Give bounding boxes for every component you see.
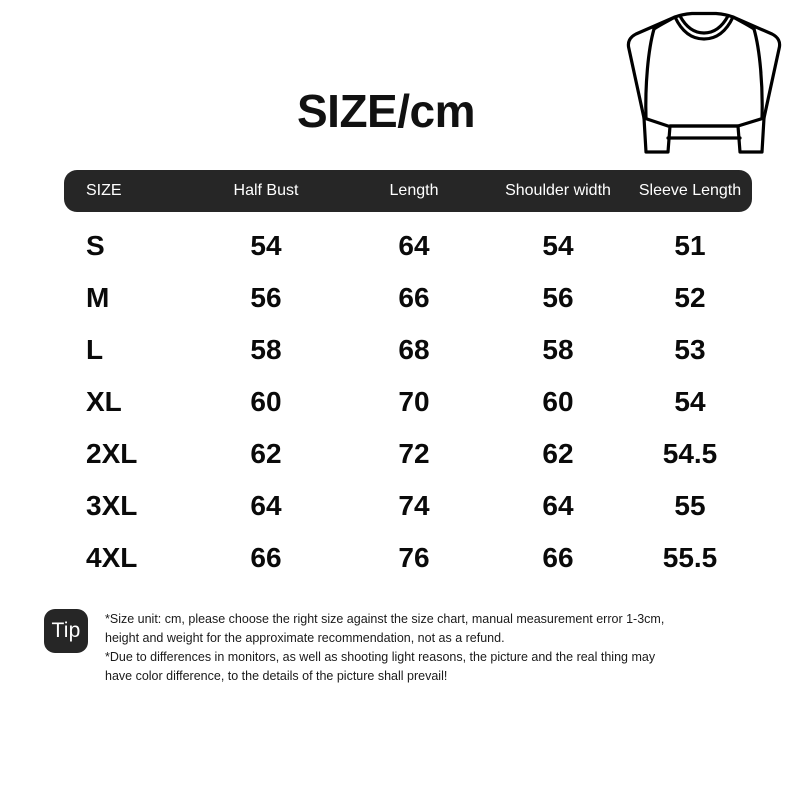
cell-shoulder-width: 62	[542, 438, 574, 469]
cell-sleeve-length: 54.5	[662, 438, 718, 469]
cell-size: S	[86, 230, 105, 261]
page-title: SIZE/cm	[296, 85, 476, 137]
cell-size: M	[86, 282, 110, 313]
cell-length: 76	[398, 542, 430, 573]
table-row: 4XL 66 76 66 55.5	[64, 532, 752, 584]
column-header-shoulder-width: Shoulder width	[505, 182, 611, 199]
cell-length: 72	[398, 438, 430, 469]
table-row: M 56 66 56 52	[64, 272, 752, 324]
cell-sleeve-length: 52	[674, 282, 706, 313]
cell-sleeve-length: 51	[674, 230, 706, 261]
cell-size: L	[86, 334, 104, 365]
cell-length: 66	[398, 282, 430, 313]
cell-shoulder-width: 56	[542, 282, 574, 313]
table-row: S 54 64 54 51	[64, 220, 752, 272]
column-header-sleeve-length: Sleeve Length	[638, 182, 742, 199]
cell-size: 4XL	[86, 542, 138, 573]
size-chart-table: SIZE Half Bust Length Shoulder width Sle…	[64, 170, 752, 584]
tip-line: have color difference, to the details of…	[105, 669, 448, 683]
product-illustration	[612, 6, 796, 166]
column-header-size: SIZE	[86, 182, 122, 199]
tip-text: *Size unit: cm, please choose the right …	[105, 609, 664, 686]
column-header-half-bust: Half Bust	[233, 182, 299, 199]
cell-sleeve-length: 53	[674, 334, 706, 365]
cell-shoulder-width: 54	[542, 230, 574, 261]
tip-badge: Tip	[44, 609, 88, 653]
cell-sleeve-length: 55.5	[662, 542, 718, 573]
cell-half-bust: 58	[250, 334, 282, 365]
cell-size: XL	[86, 386, 122, 417]
cell-length: 74	[398, 490, 430, 521]
cell-shoulder-width: 66	[542, 542, 574, 573]
cell-half-bust: 66	[250, 542, 282, 573]
table-row: L 58 68 58 53	[64, 324, 752, 376]
table-row: 3XL 64 74 64 55	[64, 480, 752, 532]
cell-shoulder-width: 60	[542, 386, 574, 417]
column-header-length: Length	[389, 182, 439, 199]
cell-size: 2XL	[86, 438, 138, 469]
sweatshirt-icon	[626, 11, 782, 154]
cell-half-bust: 54	[250, 230, 282, 261]
table-row: 2XL 62 72 62 54.5	[64, 428, 752, 480]
cell-length: 68	[398, 334, 430, 365]
cell-shoulder-width: 58	[542, 334, 574, 365]
cell-shoulder-width: 64	[542, 490, 574, 521]
cell-half-bust: 62	[250, 438, 282, 469]
cell-half-bust: 56	[250, 282, 282, 313]
table-row: XL 60 70 60 54	[64, 376, 752, 428]
cell-length: 70	[398, 386, 430, 417]
table-header-row: SIZE Half Bust Length Shoulder width Sle…	[64, 170, 752, 212]
cell-half-bust: 60	[250, 386, 282, 417]
tip-line: height and weight for the approximate re…	[105, 631, 505, 645]
cell-sleeve-length: 54	[674, 386, 706, 417]
tip-section: Tip *Size unit: cm, please choose the ri…	[44, 609, 756, 686]
cell-half-bust: 64	[250, 490, 282, 521]
tip-line: *Due to differences in monitors, as well…	[105, 650, 656, 664]
tip-line: *Size unit: cm, please choose the right …	[105, 612, 665, 626]
cell-size: 3XL	[86, 490, 138, 521]
table-body: S 54 64 54 51 M 56 66 56 52 L 58 68 58 5…	[64, 220, 752, 584]
cell-length: 64	[398, 230, 430, 261]
cell-sleeve-length: 55	[674, 490, 706, 521]
